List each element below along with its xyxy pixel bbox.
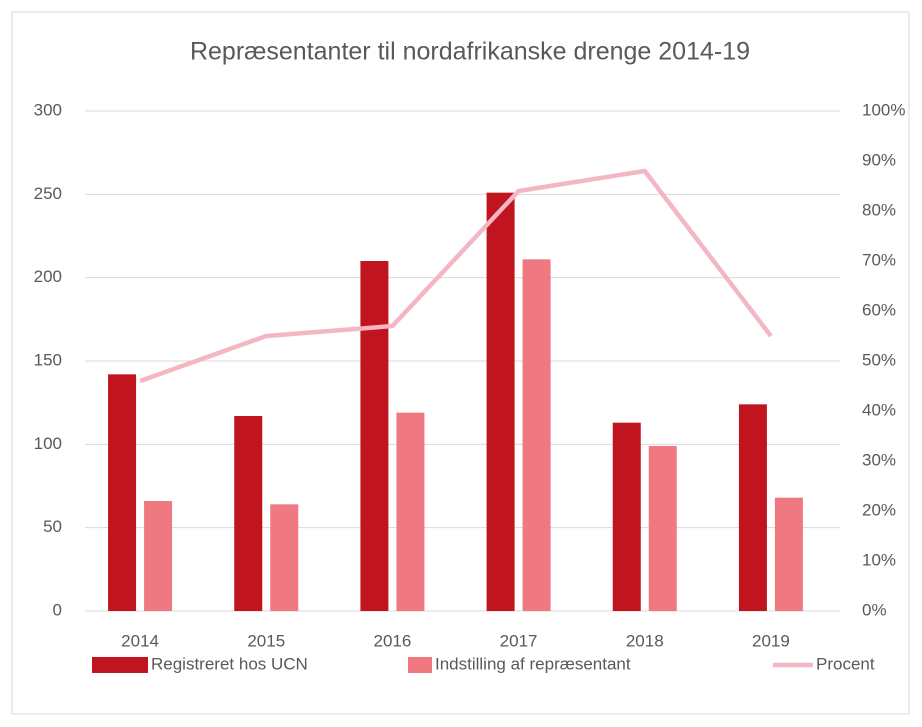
y2-tick-label: 100%: [862, 100, 905, 119]
x-tick-label: 2018: [626, 631, 664, 650]
bar: [738, 404, 767, 611]
y2-tick-label: 70%: [862, 250, 896, 269]
y-tick-label: 50: [43, 517, 62, 536]
chart-title: Repræsentanter til nordafrikanske drenge…: [190, 38, 750, 66]
y2-tick-label: 30%: [862, 450, 896, 469]
bar: [270, 504, 299, 611]
legend-label: Indstilling af repræsentant: [435, 654, 631, 673]
x-tick-label: 2015: [247, 631, 285, 650]
y2-tick-label: 80%: [862, 200, 896, 219]
line-series: [139, 168, 773, 384]
y2-tick-label: 60%: [862, 300, 896, 319]
y-tick-label: 250: [34, 184, 62, 203]
bar: [612, 422, 641, 611]
bar: [144, 501, 173, 611]
bar: [360, 261, 389, 611]
bar: [648, 446, 677, 611]
x-tick-label: 2014: [121, 631, 159, 650]
y-tick-label: 100: [34, 434, 62, 453]
y2-tick-label: 50%: [862, 350, 896, 369]
y-tick-label: 300: [34, 100, 62, 119]
y2-tick-label: 10%: [862, 550, 896, 569]
y2-tick-label: 90%: [862, 150, 896, 169]
x-tick-label: 2017: [500, 631, 538, 650]
bar: [774, 497, 803, 611]
y-tick-label: 200: [34, 267, 62, 286]
y2-tick-label: 20%: [862, 500, 896, 519]
y-tick-label: 150: [34, 350, 62, 369]
legend-label: Procent: [816, 654, 875, 673]
bar: [486, 192, 515, 611]
bar: [234, 416, 263, 611]
bar: [108, 374, 137, 611]
x-tick-label: 2019: [752, 631, 790, 650]
legend-swatch: [92, 657, 148, 673]
bar: [522, 259, 551, 611]
legend-label: Registreret hos UCN: [151, 654, 308, 673]
legend-swatch: [408, 657, 432, 673]
y2-tick-label: 0%: [862, 600, 887, 619]
x-tick-label: 2016: [374, 631, 412, 650]
y2-tick-label: 40%: [862, 400, 896, 419]
y-tick-label: 0: [53, 600, 62, 619]
bar: [396, 412, 425, 611]
